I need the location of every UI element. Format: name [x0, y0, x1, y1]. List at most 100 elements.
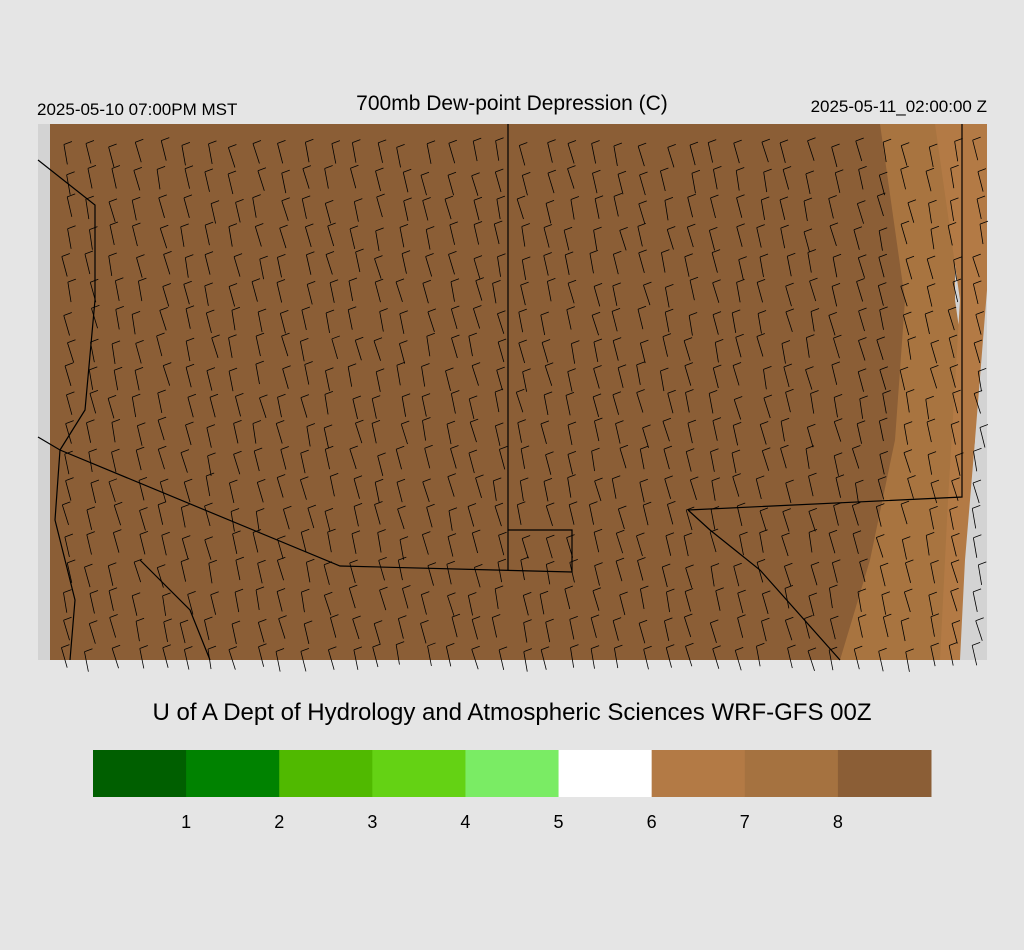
wind-barb	[516, 501, 526, 525]
wind-barb	[567, 474, 576, 498]
wind-barb	[355, 248, 364, 273]
wind-barb	[756, 333, 765, 357]
wind-barb	[735, 167, 745, 191]
wind-barb	[642, 501, 652, 526]
wind-barb	[948, 642, 958, 666]
wind-barb	[426, 140, 436, 164]
colorbar: 1 2 3 4 5 6 7 8	[93, 750, 932, 832]
wind-barb	[257, 619, 267, 643]
wind-barb	[907, 475, 916, 499]
wind-barb	[379, 586, 388, 611]
wind-barb	[108, 143, 117, 168]
wind-barb	[763, 365, 772, 390]
wind-barb	[109, 221, 119, 246]
wind-barb	[903, 311, 912, 336]
wind-barb	[979, 220, 989, 245]
wind-barb	[761, 617, 770, 642]
wind-barb	[952, 389, 961, 414]
wind-barb	[878, 647, 887, 672]
wind-barb	[331, 335, 340, 360]
wind-barb	[403, 197, 412, 221]
wind-barb	[86, 531, 95, 555]
wind-barb	[330, 614, 339, 638]
wind-barb	[235, 556, 245, 581]
wind-barb	[494, 388, 504, 413]
wind-barb	[685, 506, 695, 531]
wind-barb	[449, 221, 458, 245]
wind-barb	[210, 591, 219, 615]
wind-barb	[683, 337, 693, 361]
wind-barb	[187, 591, 196, 615]
colorbar-swatch	[93, 750, 187, 797]
wind-barb	[810, 561, 820, 586]
wind-barb	[324, 507, 334, 532]
wind-barb	[66, 391, 75, 415]
wind-barb	[135, 617, 145, 642]
wind-barb	[590, 614, 600, 638]
wind-barb	[183, 646, 193, 670]
wind-barb	[785, 479, 794, 504]
wind-barb	[763, 168, 772, 193]
wind-barb	[65, 420, 74, 444]
wind-barb	[784, 562, 793, 587]
wind-barb	[664, 475, 673, 499]
wind-barb	[281, 332, 290, 357]
wind-barb	[136, 422, 146, 446]
wind-barb	[157, 445, 167, 470]
wind-barb	[375, 227, 384, 251]
wind-barb	[615, 557, 625, 582]
wind-barb	[181, 142, 191, 166]
wind-barb	[205, 309, 215, 334]
wind-barb	[611, 475, 621, 499]
wind-barb	[590, 645, 600, 669]
wind-barb	[903, 588, 913, 613]
wind-barb	[567, 421, 577, 446]
wind-barb	[712, 311, 722, 335]
wind-barb	[928, 591, 937, 616]
wind-barb	[131, 310, 141, 335]
wind-barb	[808, 529, 818, 553]
wind-barb	[757, 310, 767, 334]
wind-barb	[279, 310, 289, 334]
wind-barb	[156, 564, 166, 588]
wind-barb	[689, 141, 699, 166]
wind-barb	[831, 143, 840, 168]
wind-barb	[619, 227, 628, 251]
wind-barb	[662, 333, 672, 357]
wind-barb	[159, 306, 168, 331]
wind-barb	[161, 531, 170, 556]
wind-barb	[498, 646, 508, 670]
wind-barb	[283, 505, 292, 530]
wind-barb	[233, 420, 242, 444]
colorbar-label: 6	[647, 812, 657, 832]
wind-barb	[88, 366, 98, 390]
wind-barb	[211, 334, 220, 359]
wind-barb	[784, 616, 794, 641]
wind-barb	[737, 614, 746, 638]
wind-barb	[780, 417, 790, 442]
wind-barb	[927, 451, 937, 475]
wind-barb	[643, 645, 652, 670]
wind-barb	[180, 504, 190, 528]
wind-barb	[353, 475, 363, 499]
wind-barb	[325, 367, 334, 391]
wind-barb	[444, 195, 454, 220]
wind-barb	[761, 447, 771, 471]
wind-barb	[619, 591, 628, 616]
wind-barb	[684, 362, 694, 386]
wind-barb	[397, 505, 406, 530]
wind-barb	[591, 311, 601, 336]
wind-barb	[782, 166, 792, 190]
wind-barb	[135, 340, 144, 364]
wind-barb	[710, 563, 720, 587]
wind-barb	[568, 501, 578, 525]
wind-barb	[829, 222, 839, 247]
wind-barb	[448, 507, 458, 531]
wind-barb	[422, 417, 431, 441]
wind-barb	[637, 142, 647, 167]
wind-barb	[157, 501, 167, 525]
wind-barb	[878, 227, 888, 251]
wind-barb	[905, 648, 914, 672]
wind-barb	[447, 533, 457, 557]
wind-barb	[492, 477, 502, 501]
